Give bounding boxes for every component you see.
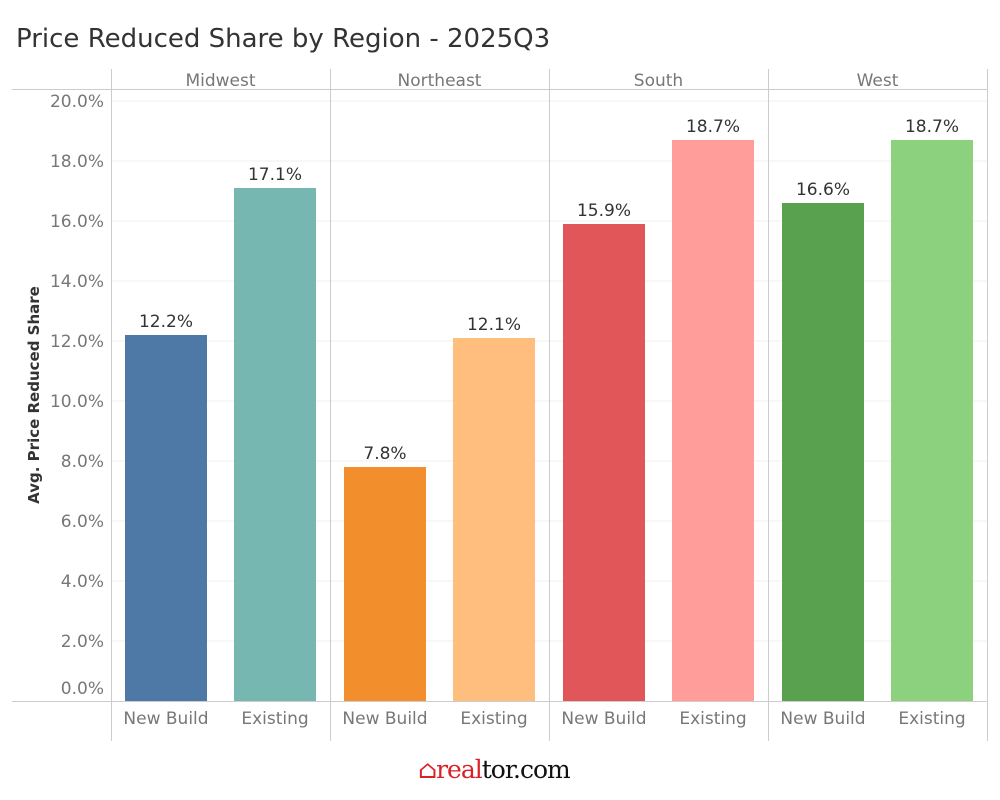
bar-south-1 <box>672 140 754 701</box>
panel-header-west: West <box>857 71 899 91</box>
y-tick-label: 10.0% <box>50 392 104 412</box>
realtor-logo: ⌂realtor.com <box>418 755 571 784</box>
data-label: 12.2% <box>139 312 193 332</box>
y-tick-label: 8.0% <box>61 452 104 472</box>
data-label: 17.1% <box>248 165 302 185</box>
bar-south-0 <box>563 224 645 701</box>
x-tick-label: New Build <box>342 709 427 729</box>
y-tick-label: 20.0% <box>50 92 104 112</box>
logo-text-1: real <box>436 755 483 784</box>
y-tick-label: 16.0% <box>50 212 104 232</box>
chart-title: Price Reduced Share by Region - 2025Q3 <box>16 24 551 54</box>
bar-midwest-1 <box>234 188 316 701</box>
x-tick-label: Existing <box>241 709 308 729</box>
bar-northeast-0 <box>344 467 426 701</box>
house-icon: ⌂ <box>418 755 437 784</box>
x-tick-label: Existing <box>898 709 965 729</box>
bar-midwest-0 <box>125 335 207 701</box>
x-tick-label: New Build <box>123 709 208 729</box>
y-tick-label: 12.0% <box>50 332 104 352</box>
panel-header-south: South <box>634 71 683 91</box>
data-label: 18.7% <box>905 117 959 137</box>
data-label: 7.8% <box>363 444 406 464</box>
data-label: 16.6% <box>796 180 850 200</box>
x-tick-label: New Build <box>780 709 865 729</box>
bar-northeast-1 <box>453 338 535 701</box>
bar-west-0 <box>782 203 864 701</box>
x-tick-label: New Build <box>561 709 646 729</box>
data-label: 12.1% <box>467 315 521 335</box>
bar-west-1 <box>891 140 973 701</box>
panel-header-midwest: Midwest <box>185 71 255 91</box>
x-tick-label: Existing <box>460 709 527 729</box>
panel-header-northeast: Northeast <box>398 71 482 91</box>
y-tick-label: 18.0% <box>50 152 104 172</box>
y-tick-label: 0.0% <box>61 679 104 699</box>
data-label: 15.9% <box>577 201 631 221</box>
y-axis-label: Avg. Price Reduced Share <box>25 286 43 504</box>
y-tick-label: 4.0% <box>61 572 104 592</box>
y-tick-label: 6.0% <box>61 512 104 532</box>
y-tick-label: 2.0% <box>61 632 104 652</box>
y-tick-label: 14.0% <box>50 272 104 292</box>
data-label: 18.7% <box>686 117 740 137</box>
logo-text-2: tor.com <box>481 755 571 784</box>
x-tick-label: Existing <box>679 709 746 729</box>
